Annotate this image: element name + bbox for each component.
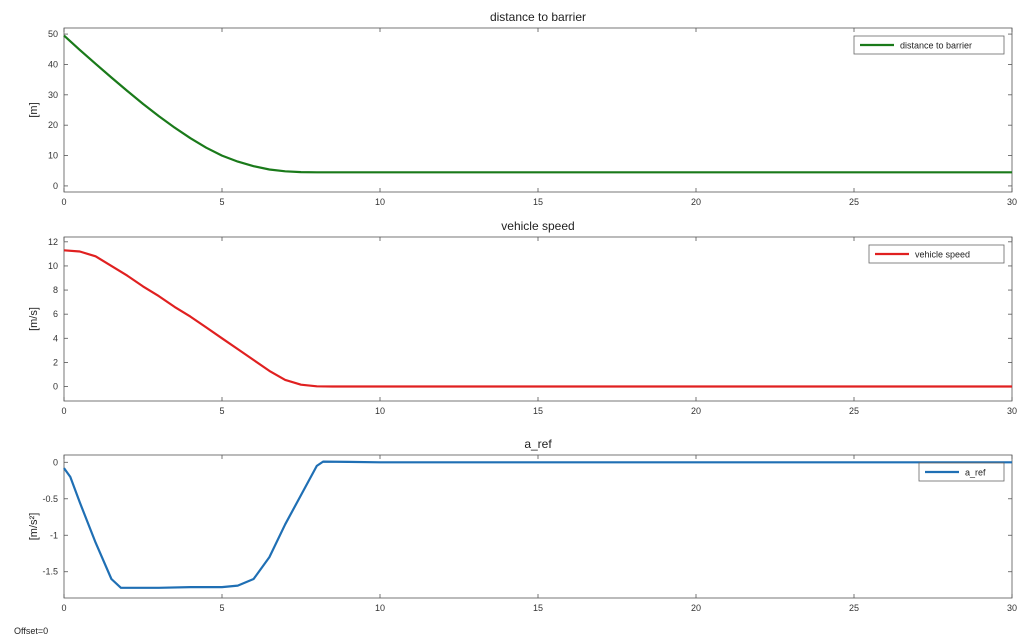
y-tick-label: 50 — [48, 29, 58, 39]
y-tick-label: -0.5 — [42, 494, 58, 504]
x-tick-label: 20 — [691, 197, 701, 207]
x-tick-label: 0 — [61, 406, 66, 416]
plot-area — [63, 27, 1013, 193]
y-axis-label: [m/s²] — [28, 513, 40, 541]
offset-label: Offset=0 — [14, 626, 48, 636]
chart-title: a_ref — [524, 437, 552, 451]
legend-label: distance to barrier — [900, 41, 972, 51]
x-tick-label: 5 — [219, 603, 224, 613]
legend: vehicle speed — [868, 244, 1005, 264]
x-tick-label: 5 — [219, 406, 224, 416]
series-line — [63, 34, 1012, 174]
y-tick-label: 10 — [48, 261, 58, 271]
legend-box — [918, 462, 1005, 482]
x-tick-label: 20 — [691, 406, 701, 416]
legend-box — [853, 35, 1005, 55]
x-tick-label: 5 — [219, 197, 224, 207]
x-tick-label: 10 — [375, 197, 385, 207]
y-tick-label: 2 — [53, 357, 58, 367]
x-tick-label: 20 — [691, 603, 701, 613]
y-tick-label: 20 — [48, 120, 58, 130]
legend: a_ref — [918, 462, 1005, 482]
y-tick-label: 12 — [48, 237, 58, 247]
y-tick-label: 10 — [48, 151, 58, 161]
series-line — [63, 460, 1012, 589]
x-tick-label: 25 — [849, 406, 859, 416]
y-tick-label: 8 — [53, 285, 58, 295]
x-tick-label: 10 — [375, 603, 385, 613]
y-tick-label: 4 — [53, 333, 58, 343]
y-tick-label: 30 — [48, 90, 58, 100]
y-tick-label: -1.5 — [42, 567, 58, 577]
x-tick-label: 0 — [61, 197, 66, 207]
subplot-1: distance to barrier 0 5 10 15 20 25 30 0 10 20 30 40… — [28, 10, 1017, 207]
series-line — [63, 249, 1012, 388]
subplot-2: vehicle speed 0 5 10 15 20 25 30 0 2 4 6 8 10 12 [m/s] v… — [28, 219, 1017, 416]
x-tick-label: 0 — [61, 603, 66, 613]
legend-label: a_ref — [965, 468, 986, 478]
plot-area — [63, 454, 1013, 599]
y-tick-label: 0 — [53, 457, 58, 467]
x-tick-label: 30 — [1007, 603, 1017, 613]
x-tick-label: 15 — [533, 197, 543, 207]
x-tick-label: 25 — [849, 603, 859, 613]
subplot-3: a_ref 0 5 10 15 20 25 30 0 -0.5 -1 -1.5 [m/s²] a_ref — [28, 437, 1017, 613]
y-tick-label: 40 — [48, 59, 58, 69]
y-axis-label: [m/s] — [28, 307, 40, 331]
legend: distance to barrier — [853, 35, 1005, 55]
legend-box — [868, 244, 1005, 264]
x-tick-label: 30 — [1007, 406, 1017, 416]
chart-title: distance to barrier — [490, 10, 586, 24]
x-tick-label: 15 — [533, 406, 543, 416]
x-tick-label: 15 — [533, 603, 543, 613]
legend-label: vehicle speed — [915, 250, 970, 260]
y-tick-label: -1 — [50, 530, 58, 540]
y-tick-label: 6 — [53, 309, 58, 319]
x-tick-label: 10 — [375, 406, 385, 416]
y-axis-label: [m] — [28, 102, 40, 117]
y-tick-label: 0 — [53, 181, 58, 191]
y-tick-label: 0 — [53, 382, 58, 392]
plot-area — [63, 236, 1013, 402]
x-tick-label: 30 — [1007, 197, 1017, 207]
chart-title: vehicle speed — [501, 219, 574, 233]
x-tick-label: 25 — [849, 197, 859, 207]
